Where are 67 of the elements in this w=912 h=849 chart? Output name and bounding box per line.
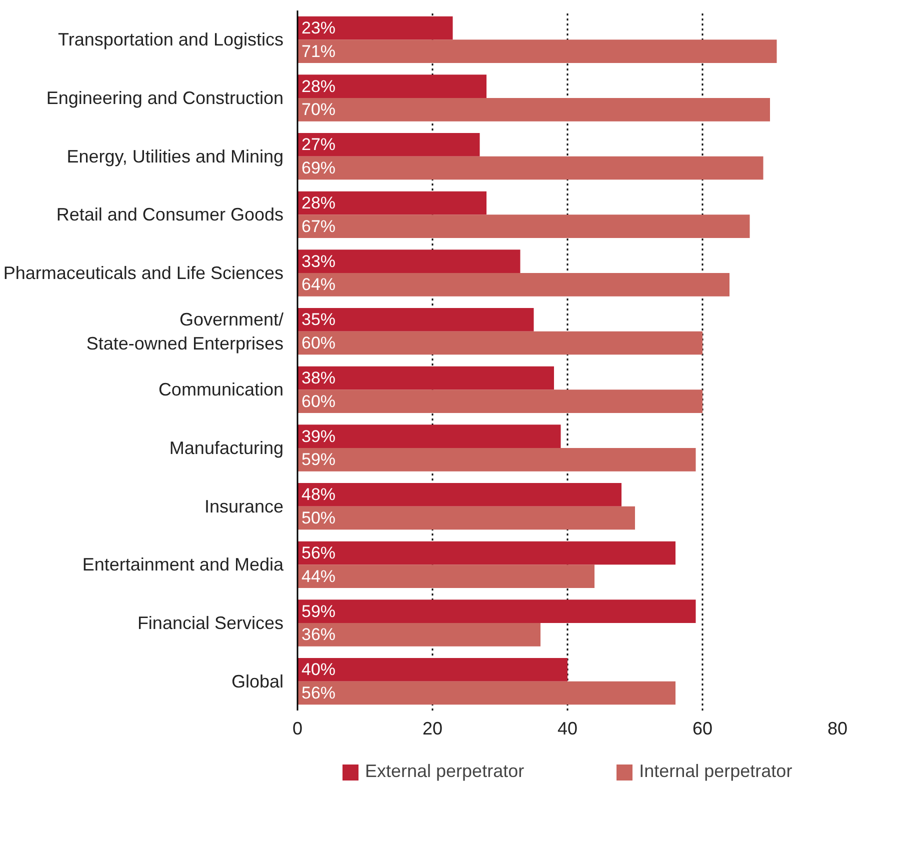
data-label: 60%: [302, 392, 336, 411]
y-tick-label: Transportation and Logistics: [58, 30, 284, 50]
legend-label: Internal perpetrator: [639, 761, 792, 782]
bar: [298, 424, 561, 448]
data-label: 39%: [302, 426, 336, 446]
data-label: 59%: [302, 450, 336, 470]
data-label: 44%: [302, 566, 336, 586]
y-tick-label: Manufacturing: [169, 438, 284, 458]
data-label: 60%: [302, 334, 336, 352]
bar: [298, 623, 540, 646]
data-label: 50%: [302, 508, 336, 528]
y-tick-label: Insurance: [204, 496, 284, 516]
y-tick-label: Communication: [158, 380, 284, 400]
bar: [298, 191, 486, 215]
bar: [298, 250, 520, 273]
data-label: 23%: [302, 18, 336, 38]
data-label: 28%: [302, 194, 336, 212]
y-tick-label: Global: [231, 671, 284, 692]
x-tick-label: 80: [827, 718, 848, 738]
data-label: 70%: [302, 100, 336, 120]
data-label: 56%: [302, 684, 336, 702]
data-label: 36%: [302, 625, 336, 644]
data-label: 71%: [302, 42, 336, 61]
bar: [298, 156, 764, 180]
bar: [298, 541, 676, 565]
bar: [298, 214, 750, 238]
data-label: 40%: [302, 660, 336, 680]
bar: [298, 681, 676, 705]
y-tick-label: Energy, Utilities and Mining: [66, 146, 284, 166]
bar: [298, 390, 702, 413]
y-tick-label: Entertainment and Media: [82, 554, 284, 575]
data-label: 59%: [302, 602, 336, 621]
y-tick-label: Engineering and Construction: [46, 88, 284, 108]
data-label: 33%: [302, 252, 336, 271]
bar: [298, 133, 480, 156]
data-label: 38%: [302, 368, 336, 388]
data-label: 28%: [302, 76, 336, 96]
x-tick-label: 20: [422, 718, 443, 738]
bar: [298, 506, 635, 530]
bar: [298, 273, 730, 296]
y-tick-label: Financial Services: [137, 613, 284, 633]
data-label: 64%: [302, 275, 336, 294]
x-tick-label: 60: [692, 718, 713, 738]
bar: [298, 74, 486, 98]
bar: [298, 600, 696, 623]
y-tick-label: Pharmaceuticals and Life Sciences: [3, 263, 284, 283]
y-tick-label: Retail and Consumer Goods: [56, 204, 284, 225]
bar: [298, 98, 770, 122]
x-tick-label: 40: [557, 718, 578, 738]
legend-label: External perpetrator: [365, 761, 524, 782]
bar: [298, 658, 568, 682]
x-tick-label: 0: [292, 718, 303, 738]
data-label: 56%: [302, 544, 336, 562]
data-label: 48%: [302, 485, 336, 504]
data-label: 67%: [302, 216, 336, 236]
bar: [298, 366, 554, 390]
bar: [298, 564, 594, 588]
y-tick-label: Government/ State-owned Enterprises: [86, 309, 284, 354]
bar: [298, 308, 534, 332]
data-label: 27%: [302, 135, 336, 154]
bar: [298, 40, 777, 63]
data-label: 35%: [302, 310, 336, 330]
data-label: 69%: [302, 158, 336, 178]
bar: [298, 483, 622, 506]
bar: [298, 448, 696, 472]
bar: [298, 331, 702, 355]
bar: [298, 16, 453, 40]
